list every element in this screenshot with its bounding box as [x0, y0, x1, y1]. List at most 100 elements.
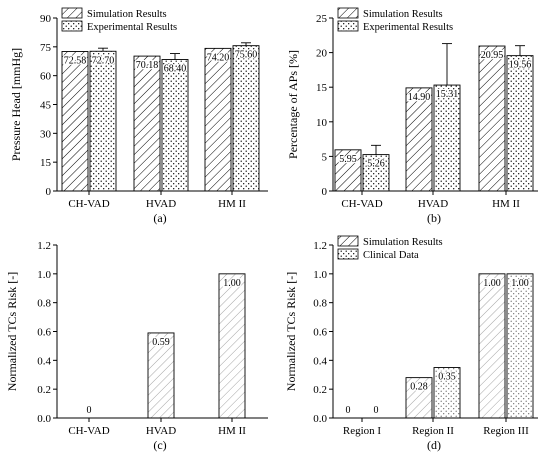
chart-panel-3: 0.0 0.2 0.4 0.6 0.8 1.0 1.2 Normalized TCs Risk…	[5, 240, 268, 452]
chart-panel-4: 0.0 0.2 0.4 0.6 0.8 1.0 1.2 Normalized TCs Risk…	[284, 235, 538, 452]
bar-region-iii-s2	[506, 273, 534, 419]
x-tick-label: HM II	[492, 198, 520, 210]
bar-hm-ii-s1	[218, 273, 246, 419]
bar-region-iii-s1	[478, 273, 506, 419]
data-label: 0.35	[438, 372, 456, 383]
y-tick-label: 0.2	[37, 384, 51, 396]
data-label: 72.58	[64, 55, 87, 66]
y-tick-label: 30	[40, 128, 52, 140]
y-tick-label: 10	[316, 117, 328, 129]
legend: Simulation Results Clinical Data	[337, 235, 443, 261]
y-tick-label: 25	[316, 13, 328, 25]
legend-label: Simulation Results	[363, 237, 443, 248]
data-label: 14.90	[408, 92, 431, 103]
y-tick-label: 1.2	[313, 240, 327, 252]
bar-region-ii-s1	[405, 377, 433, 419]
data-label: 19.56	[509, 60, 532, 71]
bar-ch-vad-s1	[61, 51, 89, 192]
bar-hm-ii-s2	[506, 55, 534, 192]
data-label: 68.40	[164, 64, 187, 75]
x-tick-label: Region II	[412, 425, 454, 437]
y-tick-label: 0.6	[37, 327, 51, 339]
y-axis-title: Pressure Head [mmHg]	[9, 48, 23, 161]
bar-ch-vad-s2	[362, 154, 390, 192]
y-axis-title: Normalized TCs Risk [-]	[5, 272, 19, 391]
x-tick-label: Region III	[483, 425, 529, 437]
chart-panel-1: 0 15 30 45 60 75 90 Pressure Head [mmHg] 72.58 72…	[9, 7, 268, 225]
y-tick-label: 60	[40, 71, 52, 83]
bar-hvad-s1	[133, 55, 161, 192]
bar-hvad-s2	[161, 59, 189, 192]
data-label: 0	[346, 405, 351, 416]
y-tick-label: 15	[40, 157, 52, 169]
y-tick-label: 0.8	[37, 298, 51, 310]
bar-hm-ii-s1	[204, 47, 232, 192]
data-label: 74.20	[207, 52, 230, 63]
legend: Simulation Results Experimental Results	[61, 7, 177, 33]
y-tick-label: 0.6	[313, 327, 327, 339]
data-label: 1.00	[511, 278, 529, 289]
data-label: 75.60	[235, 50, 258, 61]
x-tick-label: HM II	[218, 198, 246, 210]
legend-label: Experimental Results	[363, 22, 453, 33]
y-tick-label: 0	[46, 186, 52, 198]
bar-hm-ii-s1	[478, 45, 506, 192]
y-tick-label: 20	[316, 48, 328, 60]
panel-label: (d)	[427, 438, 441, 452]
x-tick-label: CH-VAD	[68, 198, 109, 210]
y-tick-label: 90	[40, 13, 52, 25]
data-label: 15.31	[436, 89, 459, 100]
bar-ch-vad-s1	[334, 149, 362, 192]
legend: Simulation Results Experimental Results	[337, 7, 453, 33]
x-tick-label: HVAD	[146, 425, 176, 437]
data-label: 0.59	[152, 337, 170, 348]
legend-label: Simulation Results	[87, 9, 167, 20]
legend-label: Simulation Results	[363, 9, 443, 20]
data-label: 0	[374, 405, 379, 416]
data-label: 0	[87, 405, 92, 416]
y-tick-label: 1.0	[37, 269, 51, 281]
y-tick-label: 0.0	[37, 413, 51, 425]
panel-label: (a)	[153, 211, 166, 225]
y-axis-title: Percentage of APs [%]	[286, 50, 300, 159]
x-tick-label: CH-VAD	[341, 198, 382, 210]
data-label: 70.18	[136, 60, 159, 71]
y-tick-label: 1.0	[313, 269, 327, 281]
legend-label: Clinical Data	[363, 250, 419, 261]
legend-swatch	[61, 20, 83, 32]
chart-panel-2: 0 5 10 15 20 25 Percentage of APs [%] 5.95 5.26 C…	[286, 7, 538, 225]
y-tick-label: 45	[40, 100, 52, 112]
data-label: 5.95	[339, 154, 357, 165]
legend-swatch	[61, 7, 83, 19]
y-tick-label: 0.2	[313, 384, 327, 396]
legend-swatch	[337, 7, 359, 19]
legend-swatch	[337, 20, 359, 32]
y-tick-label: 0.4	[37, 355, 51, 367]
y-tick-label: 0	[322, 186, 328, 198]
bar-hvad-s1	[405, 87, 433, 192]
y-tick-label: 0.4	[313, 355, 327, 367]
bar-hvad-s1	[147, 332, 175, 419]
y-tick-label: 1.2	[37, 240, 51, 252]
bar-hvad-s2	[433, 84, 461, 192]
x-tick-label: CH-VAD	[68, 425, 109, 437]
x-tick-label: Region I	[343, 425, 382, 437]
y-tick-label: 75	[40, 42, 52, 54]
data-label: 20.95	[481, 50, 504, 61]
data-label: 0.28	[410, 382, 428, 393]
legend-label: Experimental Results	[87, 22, 177, 33]
panel-label: (b)	[427, 211, 441, 225]
y-tick-label: 0.8	[313, 298, 327, 310]
bar-region-ii-s2	[433, 367, 461, 419]
legend-swatch	[337, 248, 359, 260]
panel-label: (c)	[153, 438, 166, 452]
y-tick-label: 15	[316, 82, 328, 94]
legend-swatch	[337, 235, 359, 247]
data-label: 5.26	[367, 159, 385, 170]
x-tick-label: HM II	[218, 425, 246, 437]
data-label: 1.00	[483, 278, 501, 289]
x-tick-label: HVAD	[418, 198, 448, 210]
data-label: 1.00	[223, 278, 241, 289]
y-axis-title: Normalized TCs Risk [-]	[284, 272, 298, 391]
